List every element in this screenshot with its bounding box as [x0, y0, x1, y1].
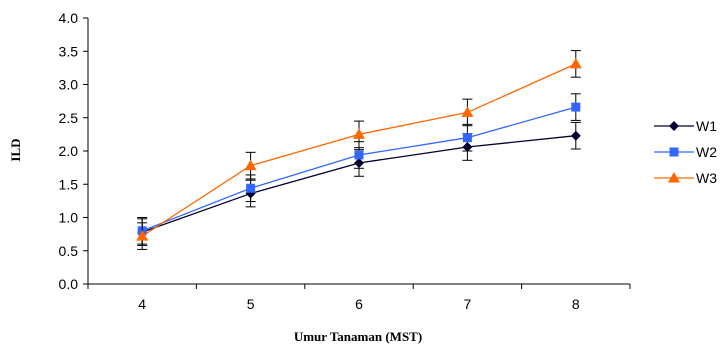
legend-item-w3: W3	[654, 170, 717, 186]
data-point	[571, 102, 581, 112]
y-tick-label: 2.5	[59, 110, 79, 126]
legend-label: W2	[696, 144, 717, 160]
y-tick-label: 4.0	[59, 10, 79, 26]
legend-item-w1: W1	[654, 118, 717, 134]
data-point	[244, 159, 257, 171]
y-tick-label: 3.0	[59, 77, 79, 93]
data-point	[461, 106, 474, 117]
data-point	[353, 128, 365, 139]
legend-marker	[669, 121, 679, 131]
y-tick-label: 0.0	[59, 276, 79, 292]
y-tick-label: 0.5	[59, 243, 79, 259]
data-point	[462, 133, 472, 143]
legend-item-w2: W2	[654, 144, 717, 160]
plot-area: 0.0 0.5 1.0 1.5 2.0 2.5 3.0 3.5 4.0 4 5 6 7 8	[59, 10, 631, 312]
x-tick-label: 4	[138, 296, 146, 312]
data-point	[569, 57, 582, 69]
y-tick-label: 1.0	[59, 210, 79, 226]
data-point	[136, 230, 149, 241]
data-point	[246, 183, 256, 193]
legend-label: W3	[696, 170, 717, 186]
y-tick-label: 2.0	[59, 143, 79, 159]
y-tick-label: 1.5	[59, 176, 79, 192]
series-w3	[136, 50, 582, 250]
legend-marker	[669, 147, 679, 157]
x-tick-label: 8	[572, 296, 580, 312]
y-axis-title: ILD	[8, 138, 23, 161]
x-tick-label: 7	[464, 296, 472, 312]
legend-label: W1	[696, 118, 717, 134]
data-point	[354, 150, 364, 160]
x-axis-title: Umur Tanaman (MST)	[294, 329, 422, 344]
y-tick-label: 3.5	[59, 43, 79, 59]
legend: W1 W2 W3	[654, 118, 717, 186]
legend-marker	[668, 172, 680, 183]
data-point	[570, 130, 581, 141]
x-tick-label: 6	[355, 296, 363, 312]
x-tick-label: 5	[247, 296, 255, 312]
